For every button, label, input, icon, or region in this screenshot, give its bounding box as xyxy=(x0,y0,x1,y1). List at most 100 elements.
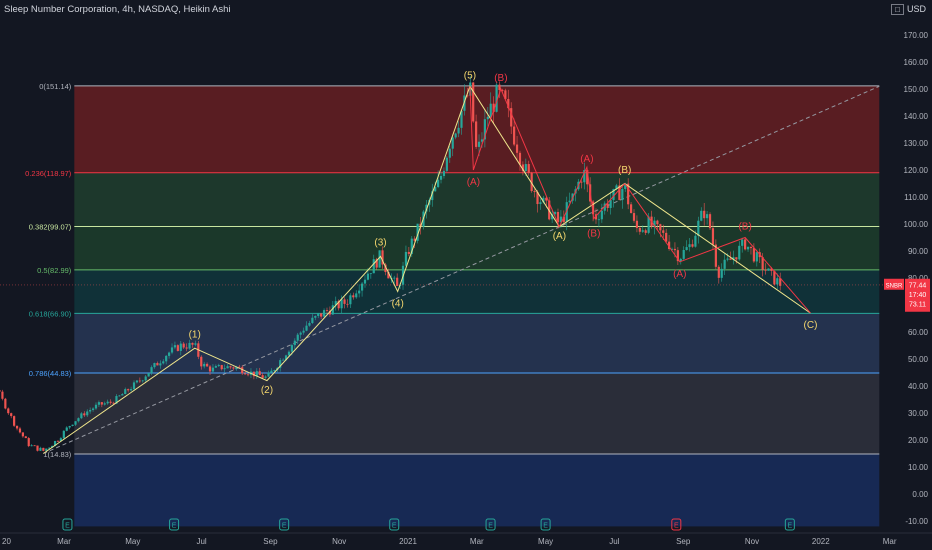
candle-body xyxy=(308,322,311,326)
candle-body xyxy=(7,408,10,414)
candle-body xyxy=(305,325,308,331)
candle-body xyxy=(191,342,194,345)
currency-selector[interactable]: □ USD xyxy=(891,4,926,15)
fib-zone xyxy=(74,269,880,314)
candle-body xyxy=(62,430,65,439)
candle-body xyxy=(533,191,536,193)
candle-body xyxy=(77,418,80,422)
candle-body xyxy=(653,220,656,227)
candle-body xyxy=(761,257,764,270)
candle-body xyxy=(343,299,346,304)
candle-body xyxy=(45,448,48,451)
candle-body xyxy=(381,250,384,265)
candle-body xyxy=(770,268,773,271)
candle-body xyxy=(328,310,332,315)
candle-body xyxy=(91,408,95,410)
candle-body xyxy=(317,313,320,316)
candle-body xyxy=(226,366,229,369)
earnings-marker: E xyxy=(389,518,400,531)
candle-body xyxy=(472,82,475,122)
candle-body xyxy=(86,411,89,416)
candle-body xyxy=(536,192,539,205)
candle-body xyxy=(553,211,557,215)
y-tick-label: 100.00 xyxy=(904,220,929,229)
wave-label: (A) xyxy=(553,231,566,242)
candle-body xyxy=(445,157,448,171)
candle-body xyxy=(68,425,71,428)
candle-body xyxy=(147,373,150,377)
candle-body xyxy=(542,197,545,203)
time-axis[interactable]: 20 Mar May Jul Sep Nov 2021 Mar May Jul Sep Nov 2022… xyxy=(0,532,932,546)
candle-body xyxy=(726,258,729,260)
candle-body xyxy=(340,299,343,309)
candle-body xyxy=(167,352,171,356)
earnings-marker-letter: E xyxy=(172,523,177,530)
candle-body xyxy=(124,389,127,395)
price-tag: 77.44 xyxy=(909,282,927,289)
candle-body xyxy=(331,305,334,315)
candle-body xyxy=(434,187,437,192)
candle-body xyxy=(112,402,115,404)
candle-body xyxy=(746,246,750,250)
x-tick-label: Sep xyxy=(263,537,278,546)
candle-body xyxy=(100,402,103,405)
candle-body xyxy=(410,238,413,254)
candle-body xyxy=(258,371,261,376)
candle-body xyxy=(480,139,484,142)
candle-body xyxy=(717,266,720,278)
candle-body xyxy=(606,203,609,208)
candle-body xyxy=(42,447,45,451)
y-tick-label: 120.00 xyxy=(904,166,929,175)
candle-body xyxy=(141,380,144,382)
candle-body xyxy=(632,213,636,221)
wave-path-red xyxy=(558,165,626,227)
y-tick-label: 30.00 xyxy=(908,409,929,418)
candle-body xyxy=(510,108,513,127)
candle-body xyxy=(203,363,206,367)
candle-body xyxy=(667,241,671,250)
x-tick-label: Jul xyxy=(609,537,619,546)
price-tag: 73.11 xyxy=(909,302,926,309)
earnings-marker-letter: E xyxy=(65,523,70,530)
candle-body xyxy=(641,230,644,232)
candle-body xyxy=(603,203,606,211)
candle-body xyxy=(457,127,460,134)
candle-body xyxy=(51,445,54,448)
wave-label: (4) xyxy=(392,299,404,310)
candle-body xyxy=(413,238,416,241)
y-tick-label: 150.00 xyxy=(904,85,929,94)
candle-body xyxy=(129,389,133,391)
candle-body xyxy=(720,268,723,278)
x-tick-label: May xyxy=(125,537,140,546)
candle-body xyxy=(431,191,434,201)
earnings-event-markers[interactable]: EEEEEEEEE xyxy=(0,518,795,531)
earnings-marker: E xyxy=(485,518,496,531)
candle-body xyxy=(451,137,454,149)
price-axis[interactable]: -10.00 0.00 10.00 20.00 30.00 40.00 50.00 60.00… xyxy=(904,31,929,526)
candle-body xyxy=(159,363,162,366)
candle-body xyxy=(369,273,372,275)
candle-body xyxy=(182,343,185,348)
wave-label: (B) xyxy=(618,165,631,176)
candle-body xyxy=(644,230,647,233)
candle-body xyxy=(320,313,323,317)
wave-label: (A) xyxy=(467,177,480,188)
candle-body xyxy=(144,376,147,381)
chart-title: Sleep Number Corporation, 4h, NASDAQ, He… xyxy=(4,4,231,15)
candle-body xyxy=(94,404,98,409)
candle-body xyxy=(360,283,364,291)
candle-body xyxy=(264,376,267,378)
candle-body xyxy=(267,372,270,377)
candle-body xyxy=(594,214,598,220)
candle-body xyxy=(0,390,1,392)
candle-body xyxy=(741,239,744,246)
candle-body xyxy=(545,197,548,201)
fib-level-label: 0.382(99.07) xyxy=(29,223,72,232)
currency-lock-icon: □ xyxy=(891,4,904,15)
candle-body xyxy=(466,95,469,97)
candle-body xyxy=(665,232,668,242)
candle-body xyxy=(185,347,188,349)
candle-body xyxy=(454,133,457,138)
wave-label: (5) xyxy=(464,70,476,81)
